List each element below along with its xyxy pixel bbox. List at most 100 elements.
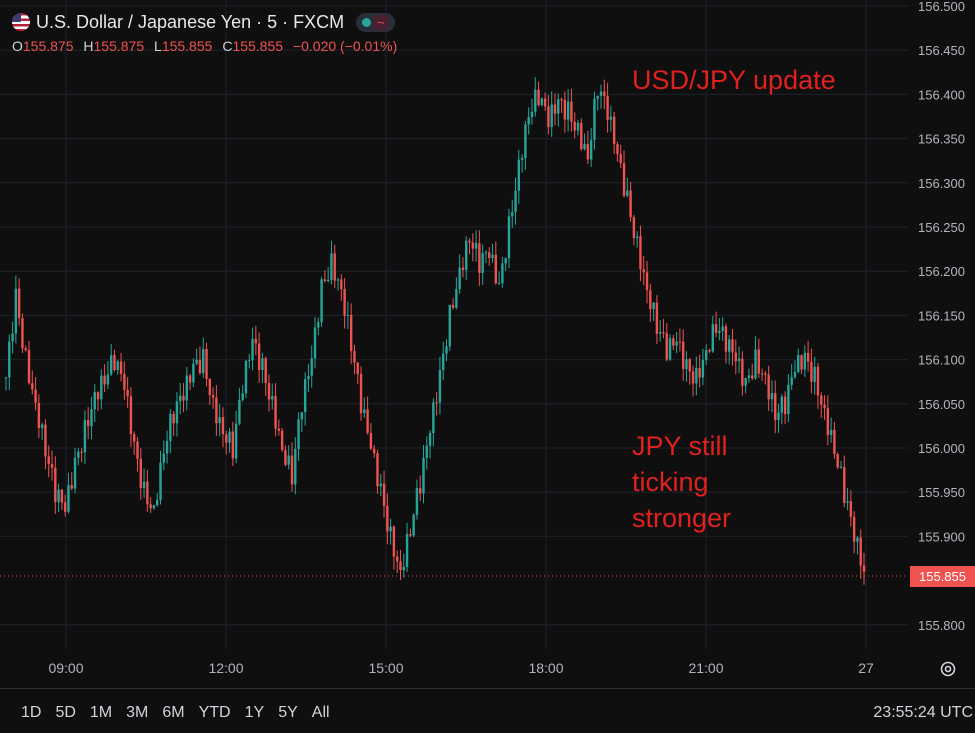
candle-body: [188, 375, 192, 383]
candle-body: [54, 467, 57, 503]
candle-body: [409, 534, 412, 536]
timeframe-5d[interactable]: 5D: [55, 704, 76, 721]
candle-body: [481, 253, 484, 273]
timeframe-all[interactable]: All: [311, 704, 330, 721]
candle-body: [366, 409, 369, 433]
x-tick-label: 12:00: [208, 660, 243, 676]
candle-body: [251, 338, 254, 361]
candle-body: [50, 463, 54, 468]
candle-body: [622, 163, 626, 196]
bottom-toolbar: [0, 688, 975, 733]
candle-body: [511, 211, 514, 217]
candle-body: [44, 424, 47, 457]
candle-body: [21, 318, 24, 349]
candle-body: [714, 324, 718, 333]
timeframe-1d[interactable]: 1D: [21, 704, 42, 721]
candle-body: [37, 402, 41, 429]
candle-body: [731, 339, 734, 353]
us-flag-icon: [12, 13, 30, 31]
candle-body: [310, 358, 313, 376]
candle-body: [728, 339, 731, 352]
candle-body: [340, 279, 343, 290]
candle-body: [274, 396, 277, 429]
candle-body: [405, 534, 409, 567]
timeframe-3m[interactable]: 3M: [126, 704, 149, 721]
candle-body: [395, 556, 399, 562]
candle-body: [126, 389, 129, 397]
candle-body: [280, 430, 284, 451]
candle-body: [231, 431, 235, 459]
candle-body: [86, 420, 90, 427]
candle-body: [109, 355, 113, 375]
candle-body: [307, 375, 310, 380]
candle-body: [678, 341, 682, 343]
candle-body: [47, 456, 50, 464]
timeframe-buttons: 1D 5D 1M 3M 6M YTD 1Y 5Y All: [14, 704, 337, 722]
gear-icon[interactable]: [939, 660, 957, 678]
candle-body: [438, 369, 442, 403]
candle-body: [609, 116, 613, 120]
candle-body: [313, 327, 317, 359]
candle-body: [11, 333, 14, 342]
candle-body: [632, 217, 636, 238]
candle-body: [179, 395, 182, 402]
candle-body: [195, 359, 198, 364]
candle-body: [175, 401, 179, 424]
candle-body: [294, 449, 297, 485]
candle-body: [708, 350, 711, 352]
candle-body: [198, 359, 202, 374]
candle-body: [4, 377, 8, 379]
candle-body: [629, 190, 632, 218]
y-tick-label: 156.350: [918, 132, 965, 147]
candle-body: [419, 488, 422, 494]
candle-body: [474, 243, 478, 249]
candle-body: [172, 413, 175, 424]
candle-body: [606, 95, 609, 120]
status-badge[interactable]: ~: [356, 12, 395, 32]
candle-body: [780, 396, 784, 413]
candle-body: [24, 348, 27, 351]
candle-body: [297, 419, 300, 450]
candle-body: [573, 121, 576, 131]
candle-body: [603, 91, 606, 96]
candle-body: [537, 89, 540, 105]
candles: [4, 77, 866, 585]
y-tick-label: 155.950: [918, 485, 965, 500]
candle-body: [583, 143, 586, 150]
candle-body: [507, 216, 511, 259]
timeframe-5y[interactable]: 5Y: [278, 704, 298, 721]
candle-body: [70, 485, 73, 489]
candle-body: [349, 314, 353, 352]
candle-body: [612, 116, 616, 145]
candle-body: [685, 359, 688, 369]
candle-body: [133, 434, 136, 442]
timeframe-ytd[interactable]: YTD: [198, 704, 231, 721]
x-tick-label: 18:00: [528, 660, 563, 676]
candle-body: [465, 240, 468, 270]
candle-body: [152, 505, 156, 509]
candle-body: [77, 451, 80, 458]
candle-body: [681, 341, 685, 369]
timeframe-6m[interactable]: 6M: [162, 704, 185, 721]
candle-body: [238, 400, 241, 424]
candle-body: [27, 350, 31, 384]
candle-body: [543, 98, 547, 107]
candle-body: [820, 395, 823, 405]
x-tick-label: 09:00: [48, 660, 83, 676]
candle-body: [645, 272, 649, 291]
candle-body: [392, 526, 396, 557]
candle-body: [816, 366, 820, 396]
utc-clock[interactable]: 23:55:24 UTC: [873, 704, 973, 721]
candle-body: [698, 367, 701, 378]
candle-body: [823, 404, 826, 409]
candle-body: [596, 95, 599, 99]
timeframe-1y[interactable]: 1Y: [244, 704, 265, 721]
symbol-title[interactable]: U.S. Dollar / Japanese Yen · 5 · FXCM: [36, 11, 345, 32]
price-axis: 156.500 156.450 156.400 156.350 156.300 156.2…: [918, 0, 965, 633]
candle-body: [346, 314, 350, 316]
candle-body: [635, 236, 639, 238]
candle-body: [169, 413, 172, 442]
timeframe-1m[interactable]: 1M: [89, 704, 113, 721]
annotation-line: JPY still: [632, 431, 728, 461]
